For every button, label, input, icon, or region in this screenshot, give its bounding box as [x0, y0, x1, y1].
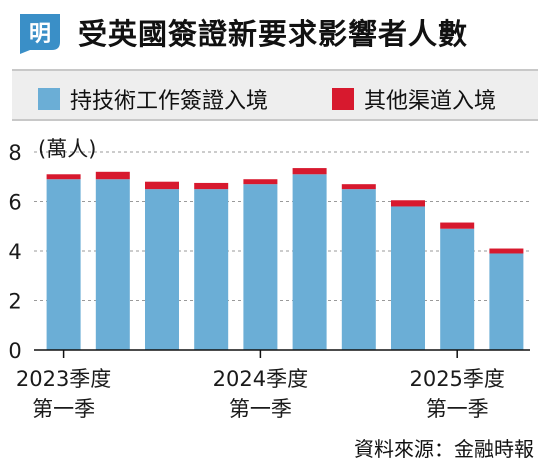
bar-other-routes	[391, 200, 425, 207]
x-tick-label: 第一季	[426, 397, 489, 421]
bar-other-routes	[440, 222, 475, 229]
legend-label-skilled-visa: 持技術工作簽證入境	[70, 89, 269, 114]
bar-skilled-visa	[194, 189, 229, 350]
x-tick-label: 2023季度	[16, 367, 111, 391]
bar-other-routes	[194, 182, 229, 190]
x-tick-label: 2024季度	[213, 367, 308, 391]
bar-skilled-visa	[341, 189, 376, 350]
chart-title: 受英國簽證新要求影響者人數	[78, 17, 469, 51]
y-axis-label: (萬人)	[38, 137, 96, 161]
legend-swatch-skilled-visa	[38, 88, 60, 110]
bar-skilled-visa	[440, 228, 475, 350]
logo-shape	[20, 14, 60, 54]
y-tick-label: 8	[8, 141, 21, 165]
legend-swatch-other-routes	[332, 88, 354, 110]
bar-skilled-visa	[292, 174, 327, 350]
y-tick-label: 4	[8, 240, 21, 264]
bar-other-routes	[95, 171, 130, 180]
legend-label-other-routes: 其他渠道入境	[364, 89, 497, 114]
bar-skilled-visa	[489, 253, 524, 350]
x-tick-label: 第一季	[229, 397, 292, 421]
bar-skilled-visa	[145, 189, 179, 350]
newspaper-logo	[20, 14, 60, 54]
bar-skilled-visa	[46, 179, 81, 350]
y-tick-label: 0	[8, 339, 21, 363]
logo-text: 明	[28, 22, 51, 47]
bar-skilled-visa	[391, 206, 425, 350]
bar-skilled-visa	[95, 179, 130, 350]
source-note: 資料來源：金融時報	[354, 437, 534, 461]
y-tick-label: 6	[8, 191, 21, 215]
bar-skilled-visa	[243, 184, 278, 350]
legend: 持技術工作簽證入境 其他渠道入境	[12, 69, 538, 121]
bar-other-routes	[243, 179, 278, 185]
legend-item-skilled-visa: 持技術工作簽證入境	[38, 83, 268, 115]
legend-item-other-routes: 其他渠道入境	[332, 83, 496, 115]
bar-other-routes	[145, 181, 179, 190]
bar-other-routes	[292, 168, 327, 175]
x-tick-label: 第一季	[32, 397, 95, 421]
y-tick-label: 2	[8, 290, 21, 314]
bar-other-routes	[341, 184, 376, 190]
x-tick-label: 2025季度	[409, 367, 504, 391]
bar-other-routes	[46, 174, 81, 180]
bar-other-routes	[489, 248, 524, 254]
